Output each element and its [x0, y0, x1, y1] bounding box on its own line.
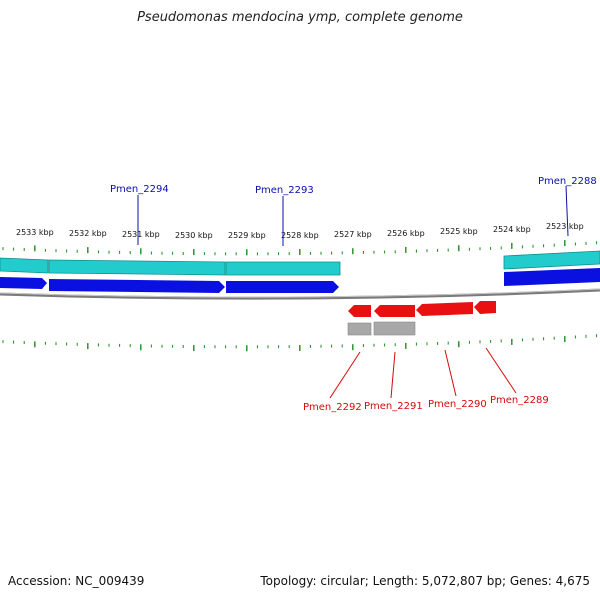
kbp-label: 2531 kbp [122, 230, 160, 239]
kbp-label: 2524 kbp [493, 225, 531, 234]
forward-cds-arrow[interactable] [226, 281, 339, 293]
kbp-label: 2533 kbp [16, 228, 54, 237]
gene-leader-line [565, 185, 569, 237]
genome-stats-label: Topology: circular; Length: 5,072,807 bp… [260, 574, 590, 588]
gene-label-pmen-2293[interactable]: Pmen_2293 [255, 185, 314, 196]
reverse-cds-arrow[interactable] [348, 305, 371, 317]
reverse-gene-bar[interactable] [347, 322, 372, 336]
genome-backbone-highlight [0, 288, 600, 298]
kbp-label: 2529 kbp [228, 231, 266, 240]
reverse-cds-arrow[interactable] [474, 301, 496, 314]
kbp-label: 2526 kbp [387, 229, 425, 238]
forward-cds-arrow[interactable] [504, 268, 600, 286]
forward-gene-bar[interactable] [48, 259, 226, 276]
map-title: Pseudomonas mendocina ymp, complete geno… [137, 10, 463, 25]
gene-label-pmen-2288[interactable]: Pmen_2288 [538, 176, 597, 187]
gene-label-pmen-2294[interactable]: Pmen_2294 [110, 184, 169, 195]
forward-gene-bar[interactable] [0, 257, 49, 274]
kbp-label: 2530 kbp [175, 231, 213, 240]
scale-ticks-top [2, 240, 598, 256]
gene-label-pmen-2289[interactable]: Pmen_2289 [490, 395, 549, 406]
gene-label-pmen-2290[interactable]: Pmen_2290 [428, 399, 487, 410]
kbp-label: 2523 kbp [546, 222, 584, 231]
reverse-cds-arrow[interactable] [416, 302, 473, 316]
gene-label-pmen-2291[interactable]: Pmen_2291 [364, 401, 423, 412]
scale-ticks-bottom [2, 334, 598, 352]
reverse-cds-arrow[interactable] [374, 305, 415, 317]
kbp-label: 2528 kbp [281, 231, 319, 240]
gene-leader-line [329, 351, 361, 399]
gene-leader-line [485, 347, 517, 394]
forward-cds-arrow[interactable] [0, 277, 47, 289]
kbp-label: 2525 kbp [440, 227, 478, 236]
gene-label-pmen-2292[interactable]: Pmen_2292 [303, 402, 362, 413]
accession-label: Accession: NC_009439 [8, 574, 145, 588]
kbp-labels: 2533 kbp 2532 kbp 2531 kbp 2530 kbp 2529… [16, 222, 584, 240]
gene-leader-line [444, 349, 457, 397]
kbp-label: 2527 kbp [334, 230, 372, 239]
forward-gene-bar[interactable] [503, 250, 600, 270]
genome-backbone [0, 288, 600, 300]
gene-leader-line [390, 351, 396, 399]
forward-cds-arrow[interactable] [49, 279, 225, 293]
reverse-gene-bar[interactable] [373, 321, 416, 336]
kbp-label: 2532 kbp [69, 229, 107, 238]
forward-gene-bar[interactable] [225, 261, 341, 276]
